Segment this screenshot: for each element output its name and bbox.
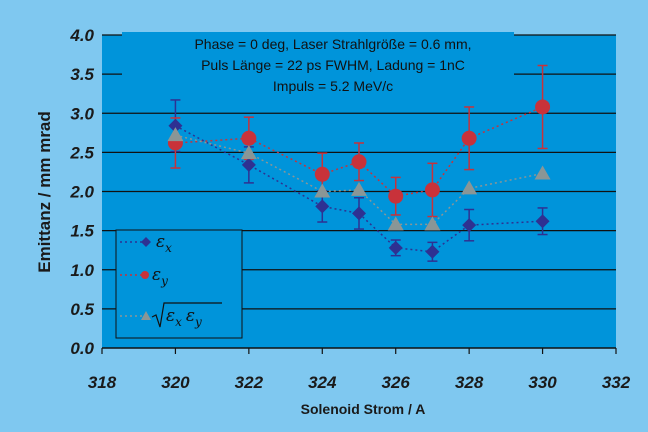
legend-box xyxy=(115,229,243,339)
data-point-ey xyxy=(424,182,440,198)
data-point-geo xyxy=(534,165,551,180)
y-tick-label: 4.0 xyxy=(69,26,94,45)
x-tick-label: 320 xyxy=(161,373,190,392)
data-point-ex xyxy=(388,240,403,255)
x-axis-title: Solenoid Strom / A xyxy=(301,401,426,417)
legend: εx εy εx εy xyxy=(115,229,243,339)
x-tick-label: 330 xyxy=(528,373,557,392)
y-tick-label: 1.0 xyxy=(70,261,94,280)
data-point-ex xyxy=(168,118,183,133)
x-tick-label: 318 xyxy=(88,373,117,392)
annotation-line: Impuls = 5.2 MeV/c xyxy=(273,78,393,94)
legend-marker-ey xyxy=(141,271,149,279)
series-line-2 xyxy=(175,134,543,226)
series-line-0 xyxy=(175,125,543,253)
annotation-line: Phase = 0 deg, Laser Strahlgröße = 0.6 m… xyxy=(194,36,471,52)
legend-marker-ex xyxy=(141,237,151,247)
y-tick-label: 2.5 xyxy=(69,143,94,162)
y-tick-label: 2.0 xyxy=(69,183,94,202)
y-tick-label: 0.0 xyxy=(70,339,94,358)
annotation: Phase = 0 deg, Laser Strahlgröße = 0.6 m… xyxy=(122,32,514,100)
y-tick-label: 1.5 xyxy=(70,222,94,241)
legend-label-ey: εy xyxy=(152,265,168,288)
data-point-ex xyxy=(315,199,330,214)
x-tick-label: 326 xyxy=(382,373,411,392)
data-point-ey xyxy=(351,154,367,170)
x-tick-label: 322 xyxy=(235,373,264,392)
data-point-geo xyxy=(351,181,367,196)
data-point-geo xyxy=(167,127,184,142)
legend-marker-geo xyxy=(141,311,151,320)
y-tick-label: 3.5 xyxy=(70,65,94,84)
data-point-ex xyxy=(352,206,366,221)
legend-label-geo: εx εy xyxy=(151,302,222,329)
data-point-ex xyxy=(462,218,477,233)
data-point-geo xyxy=(387,216,404,231)
annotation-line: Puls Länge = 22 ps FWHM, Ladung = 1nC xyxy=(201,57,465,73)
x-tick-label: 324 xyxy=(308,373,337,392)
data-point-geo xyxy=(424,216,441,231)
x-tick-label: 328 xyxy=(455,373,484,392)
data-point-geo xyxy=(314,183,331,198)
data-point-ey xyxy=(241,130,257,146)
data-point-ex xyxy=(241,157,256,172)
data-point-ex xyxy=(425,244,440,259)
data-point-ey xyxy=(314,166,330,182)
data-point-geo xyxy=(461,180,478,195)
data-point-ex xyxy=(535,214,550,229)
y-tick-label: 0.5 xyxy=(70,300,94,319)
y-axis-title: Emittanz / mm mrad xyxy=(35,111,54,273)
data-point-geo xyxy=(240,145,257,160)
data-point-ey xyxy=(461,130,477,146)
sqrt-sign xyxy=(151,302,222,328)
data-point-ey xyxy=(535,99,551,115)
y-tick-label: 3.0 xyxy=(70,104,94,123)
data-point-ey xyxy=(388,188,404,204)
x-tick-label: 332 xyxy=(602,373,631,392)
legend-label-ex: εx xyxy=(156,232,172,255)
